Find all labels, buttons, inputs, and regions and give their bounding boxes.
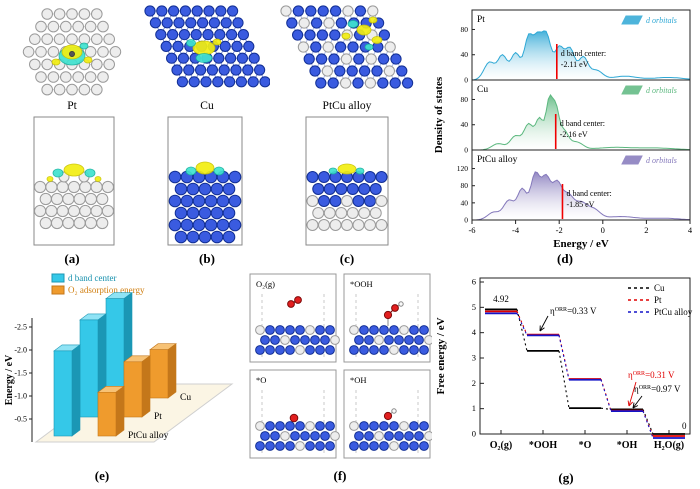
panel-c-side-view xyxy=(305,116,389,246)
svg-text:Free energy / eV: Free energy / eV xyxy=(435,317,447,394)
svg-text:*OOH: *OOH xyxy=(529,440,558,451)
dos-subplot-2: 0 40 80 120 PtCu alloy d orbitals d band cente… xyxy=(457,149,691,225)
svg-text:-2.0: -2.0 xyxy=(14,346,27,355)
panel-b-side-view xyxy=(167,116,243,246)
panel-a-label: Pt xyxy=(67,100,77,112)
svg-text:d orbitals: d orbitals xyxy=(646,156,677,165)
svg-text:Energy / eV: Energy / eV xyxy=(553,238,609,250)
svg-text:Pt: Pt xyxy=(477,15,485,25)
panel-f-adsorption-structures: O₂(g) *OOH *O *OH xyxy=(249,273,432,459)
svg-text:1: 1 xyxy=(472,403,476,413)
svg-text:Pt: Pt xyxy=(654,295,662,305)
svg-text:PtCu alloy: PtCu alloy xyxy=(477,155,518,165)
panel-g-free-energy-chart: 0 1 2 3 4 5 6 Free energy / eV O₂(g) *OOH *O *OH H₂O… xyxy=(435,277,693,452)
panel-c-label: PtCu alloy xyxy=(322,100,372,112)
svg-text:-4: -4 xyxy=(512,225,520,235)
svg-text:ηORR=0.33 V: ηORR=0.33 V xyxy=(550,306,597,316)
svg-text:5: 5 xyxy=(472,302,476,312)
svg-text:80: 80 xyxy=(461,25,469,34)
svg-text:40: 40 xyxy=(461,50,469,59)
svg-text:d band center:: d band center: xyxy=(566,189,611,198)
svg-text:Pt: Pt xyxy=(154,412,162,422)
svg-text:120: 120 xyxy=(457,164,469,173)
svg-text:O₂(g): O₂(g) xyxy=(256,279,275,289)
panel-b-label: Cu xyxy=(200,100,214,112)
svg-text:d orbitals: d orbitals xyxy=(646,86,677,95)
svg-text:H₂O(g): H₂O(g) xyxy=(654,440,684,451)
svg-text:Cu: Cu xyxy=(654,283,665,293)
svg-text:-1.85 eV: -1.85 eV xyxy=(566,200,594,209)
caption-d: (d) xyxy=(557,251,573,266)
dos-subplot-1: 0 40 80 Cu d orbitals d band center: -2.16 eV xyxy=(461,79,691,155)
svg-text:ηORR=0.31 V: ηORR=0.31 V xyxy=(628,370,675,380)
caption-e: (e) xyxy=(94,468,110,483)
svg-text:80: 80 xyxy=(461,181,469,190)
panel-e-bar3d-chart: d band center O₂ adsorption energy -2.5 -2.… xyxy=(4,273,234,443)
svg-text:d band center: d band center xyxy=(68,273,116,283)
svg-text:Density of states: Density of states xyxy=(433,76,445,153)
svg-text:O₂(g): O₂(g) xyxy=(490,440,512,451)
svg-text:2: 2 xyxy=(644,225,648,235)
svg-text:Cu: Cu xyxy=(477,85,488,95)
svg-text:0: 0 xyxy=(464,216,468,225)
adsorption-cell-3: *OH xyxy=(343,369,432,459)
svg-text:*OOH: *OOH xyxy=(350,279,373,289)
svg-text:0: 0 xyxy=(682,421,687,431)
panel-a-top-view xyxy=(22,8,122,96)
svg-text:0: 0 xyxy=(464,146,468,155)
caption-g: (g) xyxy=(558,470,574,485)
svg-text:Energy / eV: Energy / eV xyxy=(4,354,15,405)
svg-text:*OH: *OH xyxy=(617,440,638,451)
svg-text:-1.0: -1.0 xyxy=(14,392,27,401)
svg-text:-1.5: -1.5 xyxy=(14,369,27,378)
svg-text:d orbitals: d orbitals xyxy=(646,16,677,25)
svg-text:4.92: 4.92 xyxy=(493,294,509,304)
svg-text:4: 4 xyxy=(688,225,693,235)
caption-b: (b) xyxy=(199,251,215,266)
svg-text:3: 3 xyxy=(472,353,476,363)
adsorption-cell-2: *O xyxy=(249,369,340,459)
svg-text:-2.5: -2.5 xyxy=(14,323,27,332)
svg-text:-0.5: -0.5 xyxy=(14,415,27,424)
svg-text:2: 2 xyxy=(472,378,476,388)
svg-text:-6: -6 xyxy=(468,225,475,235)
panel-b-top-view xyxy=(144,5,270,88)
svg-text:PtCu alloy: PtCu alloy xyxy=(128,431,169,441)
svg-text:-2: -2 xyxy=(556,225,563,235)
svg-text:4: 4 xyxy=(472,327,477,337)
svg-text:6: 6 xyxy=(472,277,476,287)
panel-a-side-view xyxy=(33,116,115,246)
svg-text:Cu: Cu xyxy=(180,393,191,403)
svg-text:40: 40 xyxy=(461,198,469,207)
svg-text:*O: *O xyxy=(256,375,266,385)
svg-text:*O: *O xyxy=(579,440,592,451)
svg-text:d band center:: d band center: xyxy=(561,49,606,58)
svg-text:O₂ adsorption energy: O₂ adsorption energy xyxy=(68,285,145,295)
panel-c-top-view xyxy=(280,5,414,89)
pt-top-lattice xyxy=(22,8,122,96)
svg-text:80: 80 xyxy=(461,95,469,104)
adsorption-cell-0: O₂(g) xyxy=(249,273,340,363)
caption-f: (f) xyxy=(333,468,347,483)
svg-text:PtCu alloy: PtCu alloy xyxy=(654,307,693,317)
svg-text:ηORR=0.97 V: ηORR=0.97 V xyxy=(634,384,681,394)
svg-text:*OH: *OH xyxy=(350,375,367,385)
svg-text:0: 0 xyxy=(601,225,605,235)
svg-text:-2.16 eV: -2.16 eV xyxy=(560,130,588,139)
caption-c: (c) xyxy=(339,251,355,266)
dos-subplot-0: 0 40 80 Pt d orbitals d band center: -2.11 eV xyxy=(461,9,691,85)
svg-text:0: 0 xyxy=(472,429,476,439)
svg-text:0: 0 xyxy=(464,76,468,85)
svg-text:40: 40 xyxy=(461,120,469,129)
svg-text:-2.11 eV: -2.11 eV xyxy=(561,60,589,69)
svg-text:d band center:: d band center: xyxy=(560,119,605,128)
adsorption-cell-1: *OOH xyxy=(343,273,432,363)
caption-a: (a) xyxy=(64,251,80,266)
